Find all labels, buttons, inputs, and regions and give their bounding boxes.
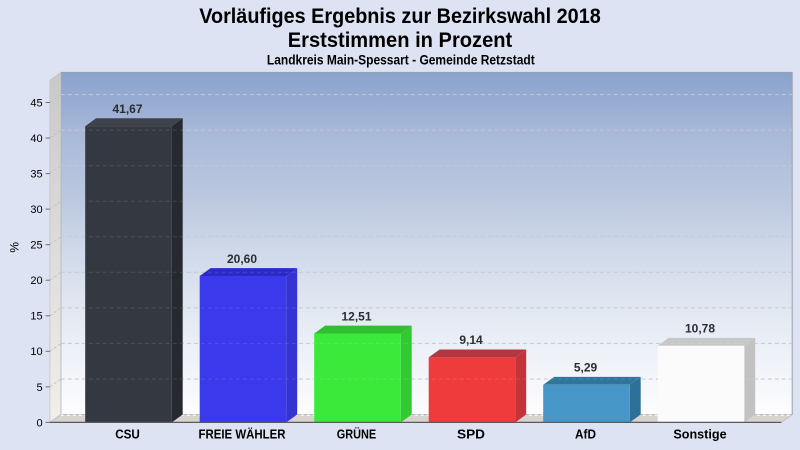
svg-text:40: 40 xyxy=(30,133,42,145)
svg-text:AfD: AfD xyxy=(575,427,596,442)
svg-text:12,51: 12,51 xyxy=(341,309,371,323)
svg-text:Erststimmen in Prozent: Erststimmen in Prozent xyxy=(288,29,513,52)
svg-text:20: 20 xyxy=(30,275,42,287)
svg-text:45: 45 xyxy=(30,97,42,109)
svg-text:5: 5 xyxy=(36,382,42,394)
svg-text:Sonstige: Sonstige xyxy=(673,427,726,442)
svg-text:25: 25 xyxy=(30,240,42,252)
svg-text:10: 10 xyxy=(30,346,42,358)
svg-text:10,78: 10,78 xyxy=(685,322,715,336)
svg-text:FREIE WÄHLER: FREIE WÄHLER xyxy=(199,427,287,442)
svg-text:9,14: 9,14 xyxy=(459,333,483,347)
svg-text:Vorläufiges Ergebnis zur Bezir: Vorläufiges Ergebnis zur Bezirkswahl 201… xyxy=(199,5,601,28)
svg-text:30: 30 xyxy=(30,204,42,216)
svg-text:41,67: 41,67 xyxy=(112,102,142,116)
svg-text:SPD: SPD xyxy=(457,427,485,442)
svg-text:GRÜNE: GRÜNE xyxy=(337,427,377,442)
svg-text:20,60: 20,60 xyxy=(227,252,257,266)
svg-text:35: 35 xyxy=(30,169,42,181)
svg-text:Landkreis Main-Spessart - Geme: Landkreis Main-Spessart - Gemeinde Retzs… xyxy=(267,52,535,67)
svg-text:15: 15 xyxy=(30,311,42,323)
svg-text:5,29: 5,29 xyxy=(574,361,598,375)
svg-text:%: % xyxy=(8,242,22,253)
svg-text:0: 0 xyxy=(36,417,42,429)
svg-text:CSU: CSU xyxy=(115,427,140,442)
